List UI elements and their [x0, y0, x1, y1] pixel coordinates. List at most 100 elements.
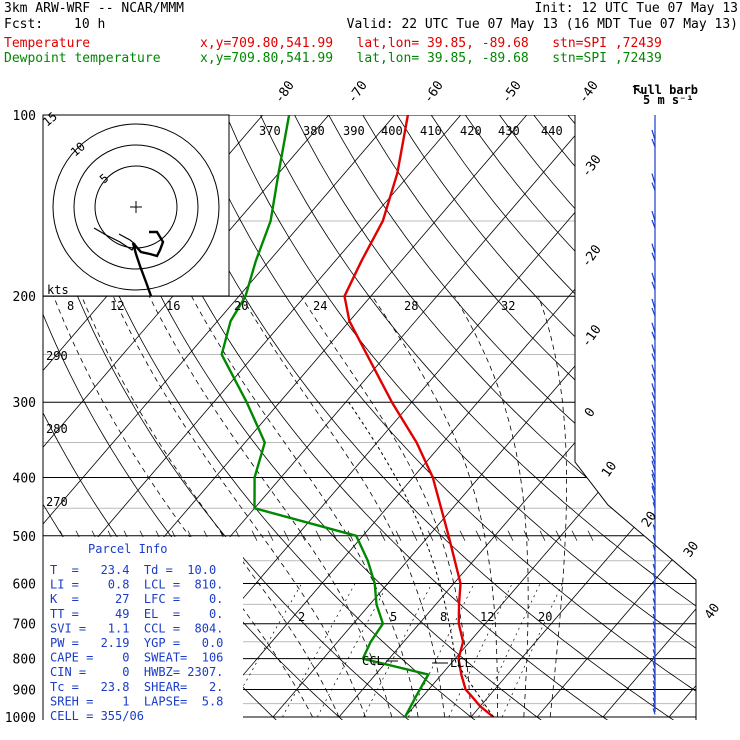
- wind-barb: [651, 173, 656, 184]
- isotherm-label: -70: [345, 78, 371, 106]
- moist-adiabat-line: [148, 296, 393, 718]
- wind-barb-flag: [651, 373, 656, 382]
- wind-barb: [652, 686, 656, 693]
- wind-barb: [651, 416, 656, 428]
- hodograph-trace: [131, 230, 165, 296]
- moist-adiabat-line: [191, 296, 419, 718]
- wind-barb: [651, 243, 656, 254]
- wind-barb-flag: [651, 425, 656, 435]
- isotherm-line: [536, 115, 696, 718]
- wind-barb: [651, 486, 656, 497]
- theta-label: 280: [46, 422, 68, 436]
- wind-barb: [652, 697, 656, 704]
- dewpoint-profile: [220, 115, 430, 718]
- mixing-ratio-label: 32: [501, 299, 515, 313]
- dewpoint-station-info: x,y=709.80,541.99 lat,lon= 39.85, -89.68…: [200, 51, 662, 66]
- forecast-label: Fcst:: [4, 17, 44, 32]
- isotherm-label: -60: [421, 78, 447, 106]
- moist-adiabat-line: [240, 295, 445, 718]
- wind-barb: [652, 572, 656, 580]
- wind-barb: [652, 635, 656, 642]
- wind-barb-flag: [651, 409, 656, 419]
- dry-adiabat-line: [123, 115, 622, 720]
- pressure-tick-label: 400: [13, 471, 36, 486]
- hatch-mark: [347, 530, 354, 541]
- theta-label: 400: [381, 124, 403, 138]
- forecast-hour: 10 h: [74, 17, 106, 32]
- wind-barb: [652, 502, 656, 509]
- hodograph: 5 10 15 kts: [40, 109, 230, 297]
- hatch-mark: [587, 530, 594, 541]
- ccl-marker: CCL: [362, 654, 384, 668]
- hatch-mark: [491, 530, 498, 541]
- wind-barb: [651, 446, 656, 458]
- hatch-mark: [251, 530, 258, 541]
- wind-barb: [651, 272, 656, 283]
- hatch-mark: [315, 530, 322, 541]
- moist-adiabat-line: [538, 296, 567, 718]
- mixing-ratio-label: 5: [390, 610, 397, 624]
- isotherm-line: [43, 115, 462, 718]
- isotherm-line: [470, 115, 696, 718]
- theta-label: 380: [303, 124, 325, 138]
- isotherm-line: [206, 115, 696, 718]
- theta-label: 420: [460, 124, 482, 138]
- wind-barb: [651, 210, 656, 222]
- wind-barb-flag: [651, 307, 656, 317]
- isotherm-line: [43, 115, 396, 718]
- dry-adiabat-line: [533, 115, 696, 720]
- wind-barb-flag: [651, 392, 656, 401]
- lcl-marker: LCL: [450, 656, 472, 670]
- wind-barb: [651, 322, 656, 333]
- theta-label: 370: [259, 124, 281, 138]
- pressure-tick-label: 500: [13, 530, 36, 545]
- hatch-mark: [283, 530, 290, 541]
- parcel-info-row: LI = 0.8 LCL = 810.: [50, 578, 223, 592]
- isotherm-label: 30: [681, 539, 702, 560]
- mixing-ratio-line: [501, 583, 563, 718]
- wind-barb-flag: [651, 252, 656, 261]
- wind-barb: [652, 590, 656, 597]
- wind-barb: [652, 662, 656, 669]
- hatch-mark: [411, 530, 418, 541]
- dry-adiabat-line: [294, 115, 696, 720]
- isotherm-label: 0: [582, 405, 599, 420]
- parcel-info-row: CAPE = 0 SWEAT= 106: [50, 651, 223, 665]
- isotherm-label: 10: [599, 459, 620, 480]
- isotherm-line: [668, 115, 696, 718]
- wind-barb: [652, 544, 656, 552]
- wind-barb: [651, 400, 656, 411]
- wind-barb: [652, 680, 656, 687]
- parcel-info-row: PW = 2.19 YGP = 0.0: [50, 636, 223, 650]
- isotherm-label: 20: [639, 509, 660, 530]
- parcel-info-row: TT = 49 EL = 0.: [50, 607, 223, 621]
- wind-barb: [652, 702, 656, 710]
- wind-barb: [652, 649, 656, 656]
- parcel-info-row: CIN = 0 HWBZ= 2307.: [50, 665, 223, 679]
- hatch-mark: [459, 530, 466, 541]
- theta-label: 440: [541, 124, 563, 138]
- wind-barb: [652, 668, 656, 675]
- pressure-tick-label: 900: [13, 683, 36, 698]
- mixing-ratio-label: 24: [313, 299, 327, 313]
- barb-legend-line1: Full barb: [633, 83, 698, 97]
- wind-barb: [652, 708, 656, 715]
- isotherm-label: 40: [702, 601, 723, 622]
- dry-adiabat-line: [362, 115, 696, 720]
- pressure-tick-label: 1000: [5, 711, 36, 726]
- wind-barb: [651, 364, 656, 375]
- parcel-info-row: T = 23.4 Td = 10.0: [50, 563, 216, 577]
- hatch-mark: [363, 530, 370, 541]
- dewpoint-legend-label: Dewpoint temperature: [4, 51, 161, 66]
- hatch-mark: [571, 530, 578, 541]
- model-title: 3km ARW-WRF -- NCAR/MMM: [4, 1, 185, 16]
- dry-adiabat-line: [43, 115, 421, 720]
- dry-adiabat-line: [225, 115, 696, 720]
- isotherm-line: [602, 115, 696, 718]
- parcel-info-row: K = 27 LFC = 0.: [50, 592, 223, 606]
- dry-adiabat-line: [464, 115, 696, 720]
- hatch-mark: [475, 530, 482, 541]
- mixing-ratio-line: [478, 583, 541, 718]
- hodograph-units: kts: [47, 283, 69, 297]
- hatch-mark: [539, 530, 546, 541]
